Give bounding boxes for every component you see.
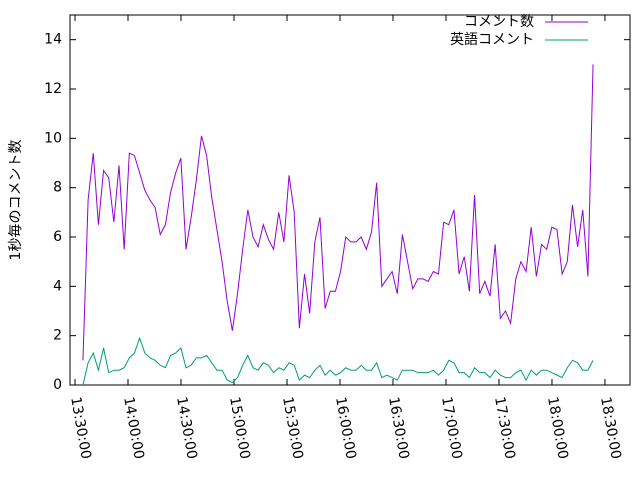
x-tick-label: 18:00:00	[544, 396, 571, 461]
y-tick-label: 2	[53, 328, 62, 344]
legend-label: 英語コメント	[450, 31, 534, 48]
y-tick-label: 12	[44, 81, 62, 97]
series-line	[82, 64, 594, 361]
x-tick-label: 15:00:00	[226, 396, 253, 461]
y-tick-label: 10	[44, 130, 62, 146]
y-tick-label: 6	[53, 229, 62, 245]
x-tick-label: 17:30:00	[491, 396, 518, 461]
legend-label: コメント数	[464, 14, 534, 30]
x-tick-label: 17:00:00	[438, 396, 465, 461]
plot-border	[69, 14, 631, 386]
x-tick-label: 13:30:00	[67, 396, 94, 461]
y-axis-label: 1秒毎のコメント数	[8, 140, 24, 261]
x-tick-label: 14:00:00	[120, 396, 147, 461]
x-tick-label: 16:00:00	[332, 396, 359, 461]
x-tick-label: 14:30:00	[173, 396, 200, 461]
y-tick-label: 0	[53, 377, 62, 393]
y-tick-label: 8	[53, 180, 62, 196]
x-tick-label: 18:30:00	[597, 396, 624, 461]
y-tick-label: 4	[53, 278, 62, 294]
y-tick-label: 14	[44, 32, 62, 48]
series-line	[82, 336, 594, 386]
x-tick-label: 16:30:00	[385, 396, 412, 461]
x-tick-label: 15:30:00	[279, 396, 306, 461]
